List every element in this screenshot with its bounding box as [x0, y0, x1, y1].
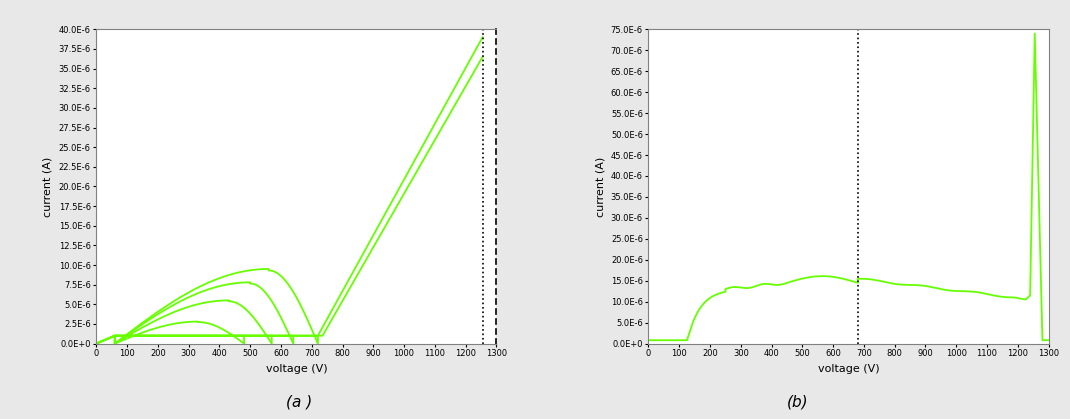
- Text: (a ): (a ): [287, 394, 312, 409]
- Text: (b): (b): [786, 394, 808, 409]
- X-axis label: voltage (V): voltage (V): [817, 364, 880, 374]
- Y-axis label: current (A): current (A): [43, 156, 52, 217]
- Y-axis label: current (A): current (A): [595, 156, 606, 217]
- X-axis label: voltage (V): voltage (V): [265, 364, 327, 374]
